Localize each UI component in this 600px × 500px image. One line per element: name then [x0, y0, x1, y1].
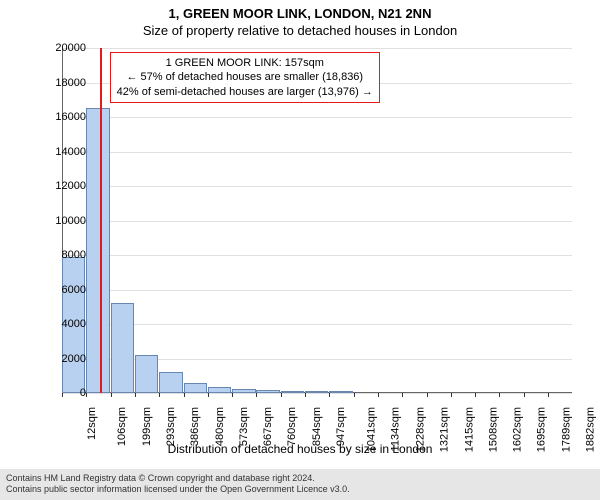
gridline — [62, 255, 572, 256]
annotation-box: 1 GREEN MOOR LINK: 157sqm← 57% of detach… — [110, 52, 380, 103]
x-tick — [354, 393, 355, 397]
histogram-bar — [159, 372, 182, 393]
histogram-bar — [86, 108, 109, 393]
y-tick-label: 12000 — [46, 180, 86, 192]
histogram-bar — [281, 391, 304, 393]
y-tick-label: 18000 — [46, 77, 86, 89]
footer-line1: Contains HM Land Registry data © Crown c… — [6, 473, 594, 485]
histogram-bar — [232, 389, 255, 393]
y-tick-label: 4000 — [46, 318, 86, 330]
y-tick-label: 10000 — [46, 215, 86, 227]
x-tick-label: 854sqm — [311, 407, 323, 446]
x-tick — [232, 393, 233, 397]
y-tick-label: 14000 — [46, 146, 86, 158]
x-tick — [111, 393, 112, 397]
x-tick — [305, 393, 306, 397]
y-tick-label: 16000 — [46, 111, 86, 123]
x-tick-label: 947sqm — [335, 407, 347, 446]
x-tick — [475, 393, 476, 397]
y-tick-label: 20000 — [46, 42, 86, 54]
gridline — [62, 324, 572, 325]
annotation-line: 42% of semi-detached houses are larger (… — [117, 85, 373, 99]
property-marker-line — [100, 48, 102, 393]
x-tick-label: 760sqm — [286, 407, 298, 446]
x-tick-label: 480sqm — [214, 407, 226, 446]
x-tick — [329, 393, 330, 397]
x-tick-label: 1508sqm — [487, 407, 499, 452]
x-tick — [159, 393, 160, 397]
x-tick — [135, 393, 136, 397]
x-tick-label: 1228sqm — [414, 407, 426, 452]
y-tick-label: 0 — [46, 387, 86, 399]
x-tick — [184, 393, 185, 397]
x-tick — [402, 393, 403, 397]
annotation-line: 1 GREEN MOOR LINK: 157sqm — [117, 56, 373, 70]
x-tick-label: 1134sqm — [389, 407, 401, 451]
title-subtitle: Size of property relative to detached ho… — [0, 21, 600, 38]
x-tick — [524, 393, 525, 397]
x-tick — [256, 393, 257, 397]
gridline — [62, 221, 572, 222]
x-tick-label: 1321sqm — [438, 407, 450, 452]
x-tick-label: 667sqm — [262, 407, 274, 446]
x-tick — [86, 393, 87, 397]
x-tick-label: 12sqm — [86, 407, 98, 440]
histogram-bar — [305, 391, 328, 393]
x-tick — [427, 393, 428, 397]
histogram-bar — [135, 355, 158, 393]
gridline — [62, 117, 572, 118]
gridline — [62, 186, 572, 187]
x-tick — [499, 393, 500, 397]
histogram-bar — [329, 391, 352, 393]
x-tick-label: 199sqm — [141, 407, 153, 446]
x-tick — [548, 393, 549, 397]
x-tick-label: 1041sqm — [366, 407, 378, 452]
footer-attribution: Contains HM Land Registry data © Crown c… — [0, 469, 600, 500]
histogram-bar — [256, 390, 279, 393]
y-tick-label: 8000 — [46, 249, 86, 261]
x-tick-label: 1602sqm — [511, 407, 523, 452]
x-tick-label: 1789sqm — [560, 407, 572, 452]
x-tick — [451, 393, 452, 397]
y-tick-label: 2000 — [46, 353, 86, 365]
gridline — [62, 393, 572, 394]
x-tick-label: 1695sqm — [536, 407, 548, 452]
x-tick-label: 1882sqm — [584, 407, 596, 452]
plot-area: 1 GREEN MOOR LINK: 157sqm← 57% of detach… — [62, 48, 572, 393]
chart-area: 1 GREEN MOOR LINK: 157sqm← 57% of detach… — [62, 48, 572, 393]
histogram-bar — [208, 387, 231, 393]
x-tick-label: 293sqm — [165, 407, 177, 446]
footer-line2: Contains public sector information licen… — [6, 484, 594, 496]
title-address: 1, GREEN MOOR LINK, LONDON, N21 2NN — [0, 0, 600, 21]
gridline — [62, 48, 572, 49]
x-tick — [208, 393, 209, 397]
x-tick-label: 573sqm — [238, 407, 250, 446]
annotation-line: ← 57% of detached houses are smaller (18… — [117, 70, 373, 84]
histogram-bar — [111, 303, 134, 393]
histogram-bar — [184, 383, 207, 393]
y-tick-label: 6000 — [46, 284, 86, 296]
x-tick-label: 106sqm — [117, 407, 129, 446]
x-tick-label: 1415sqm — [463, 407, 475, 452]
gridline — [62, 290, 572, 291]
x-tick-label: 386sqm — [189, 407, 201, 446]
x-tick — [378, 393, 379, 397]
x-tick — [281, 393, 282, 397]
gridline — [62, 152, 572, 153]
